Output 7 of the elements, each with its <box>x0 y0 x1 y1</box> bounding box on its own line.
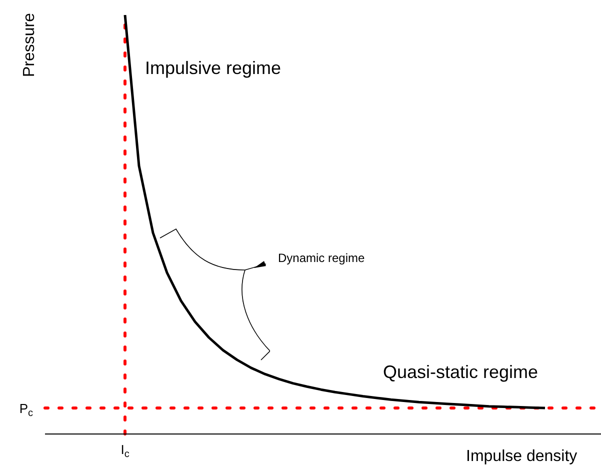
annotation: Impulsive regime <box>145 58 282 79</box>
text: I$_{c}$ <box>120 442 130 460</box>
annotation: Quasi-static regime <box>383 362 538 383</box>
ref-line-label: P$_{c}$ <box>19 401 33 419</box>
x-axis-title: Impulse density <box>466 448 578 466</box>
annotation: Dynamic regime <box>278 251 365 265</box>
y-axis-title: Pressure <box>21 12 40 78</box>
